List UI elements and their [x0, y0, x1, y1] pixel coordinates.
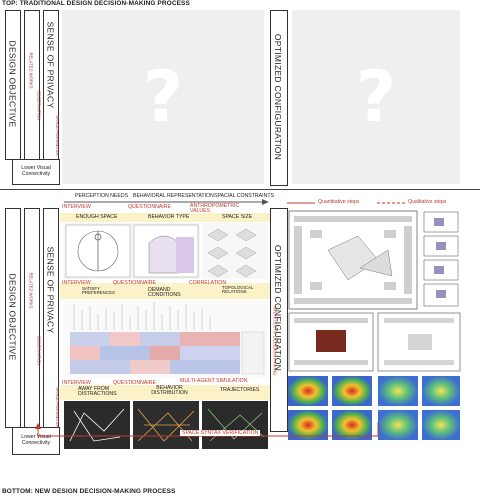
row2-questionnaire: QUESTIONNAIRE [113, 280, 156, 286]
behavioral-representation-label: BEHAVIORAL REPRESENTATION [133, 193, 214, 199]
top-design-objective-label: DESIGN OBJECTIVE [7, 40, 18, 128]
top-title: TOP: TRADITIONAL DESIGN DECISION-MAKING … [2, 0, 190, 7]
row2-satisfy-preferences: SATISFY PREFERENCES [82, 286, 115, 296]
qualitative-steps-label: Qualitative steps [408, 199, 447, 205]
row1-anthropometric: ANTHROPOMETRIC VALUES [190, 203, 240, 215]
row3-multi-agent: MULTI-AGENT SIMULATION [180, 378, 248, 384]
question-mark: ? [355, 56, 397, 138]
row1-interview: INTERVIEW [62, 204, 91, 210]
bottom-design-objective-label: DESIGN OBJECTIVE [7, 273, 18, 361]
bottom-optimized-box [270, 208, 288, 432]
row1-space-size: SPACE SIZE [222, 214, 253, 220]
top-optimized-box [270, 10, 288, 186]
perception-needs-label: PERCEPTION NEEDS [75, 193, 129, 199]
row1-behavior-type: BEHAVIOR TYPE [148, 214, 190, 220]
row2-band [60, 283, 270, 299]
row1-anthropometry-figures [64, 223, 200, 279]
row3-trajectories: TRAJECTORIES [220, 387, 260, 393]
top-observation-label: OBSERVATION [36, 90, 42, 120]
row2-correlation-heatmap [64, 300, 268, 378]
floor-plan-secondary [288, 312, 461, 372]
row2-topological-relations: TOPOLOGICAL RELATIONS [222, 285, 254, 295]
floor-plan-thumbnails [423, 211, 459, 307]
row2-demand-conditions: DEMAND CONDITIONS [148, 287, 181, 299]
top-lower-visual-box: Lower Visual Connectivity [12, 159, 60, 185]
row3-behavior-distribution: BEHAVIOR DISTRIBUTION [151, 385, 188, 397]
row1-band [60, 213, 270, 222]
row3-band [60, 385, 270, 400]
architects-decision-label: ARCHITECTS' DECISION MAKING [272, 305, 278, 375]
row1-space-size-diagrams [202, 223, 268, 279]
row1-questionnaire: QUESTIONNAIRE [128, 204, 171, 210]
row1-enough-space: ENOUGH SPACE [76, 214, 118, 220]
space-syntax-verification: SPACE SYNTAX VERIFICATION [180, 430, 261, 436]
spacial-constraints-label: SPACIAL CONSTRAINTS [214, 193, 274, 199]
bottom-observation-label: OBSERVATION [36, 335, 42, 365]
section-divider [0, 189, 480, 190]
legend-lines [287, 202, 405, 204]
question-mark: ? [142, 56, 184, 138]
row3-interview: INTERVIEW [62, 380, 91, 386]
floor-plan-large [288, 210, 418, 310]
bottom-related-works-label: RELATED WORKS [28, 272, 34, 308]
heatmap-grid [288, 376, 460, 440]
top-flow-arrow [64, 199, 269, 205]
row3-questionnaire: QUESTIONNAIRE [113, 380, 156, 386]
verification-arrow [35, 422, 379, 437]
row2-correlation: CORRELATION [189, 280, 227, 286]
top-unknown-panel-2: ? [292, 10, 460, 184]
top-unknown-panel-1: ? [62, 10, 264, 184]
row3-trajectory-maps [64, 401, 268, 449]
quantitative-steps-label: Quantitative steps [318, 199, 360, 205]
bottom-lower-visual-box: Lower Visual Connectivity [12, 427, 60, 455]
top-optimized-label: OPTIMIZED CONFIGURATION [273, 33, 283, 161]
row3-away-from-distractions: AWAY FROM DISTRACTIONS [78, 386, 117, 398]
row2-interview: INTERVIEW [62, 280, 91, 286]
bottom-title: BOTTOM: NEW DESIGN DECISION-MAKING PROCE… [2, 488, 176, 495]
